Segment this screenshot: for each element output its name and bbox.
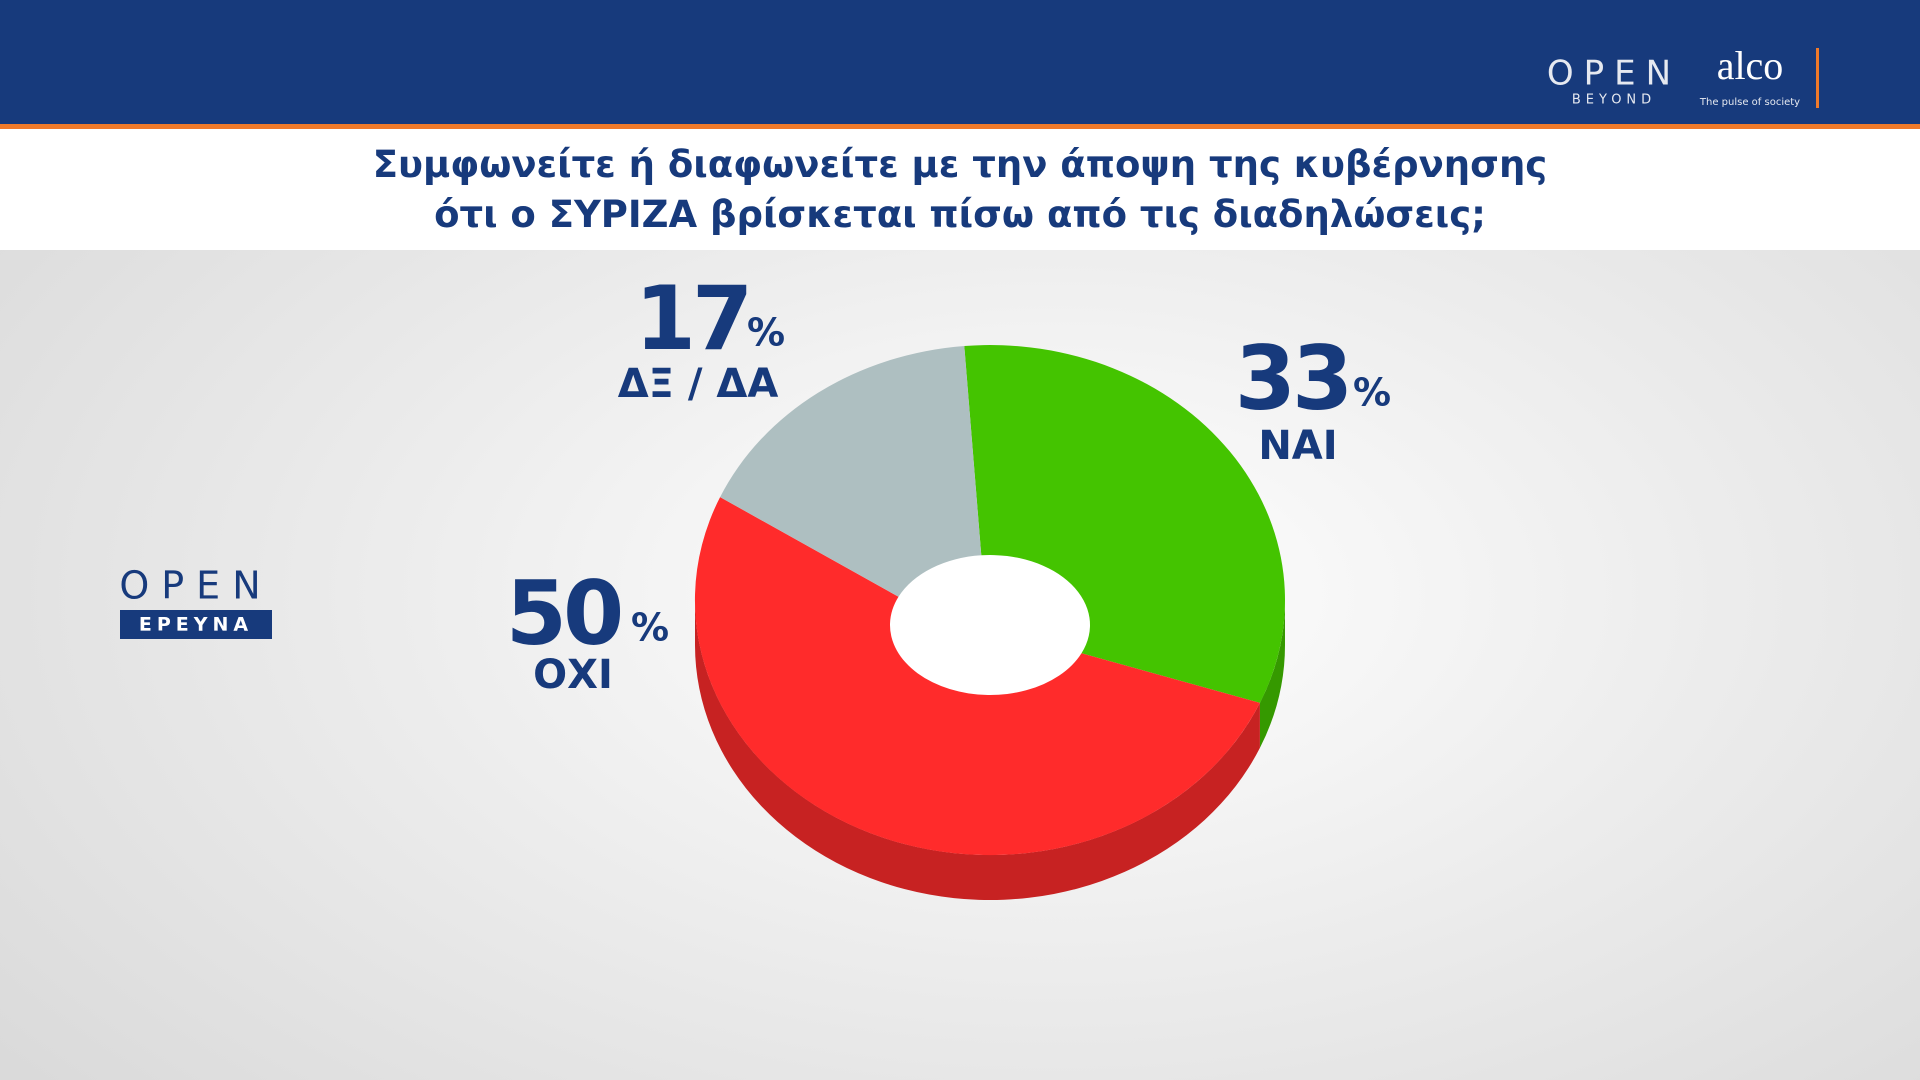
unit-label: % — [1353, 371, 1391, 415]
title-bar: Συμφωνείτε ή διαφωνείτε με την άποψη της… — [0, 129, 1920, 250]
slice-side — [695, 600, 1260, 900]
header-bar — [0, 0, 1920, 129]
logo-alco: alco — [1717, 43, 1784, 88]
logo-divider — [1816, 48, 1819, 108]
donut-hole — [890, 555, 1090, 695]
value-label: 50 — [506, 562, 621, 665]
logo-erevna: ΕΡΕΥΝΑ — [139, 614, 253, 636]
slice — [720, 345, 982, 597]
category-label: ΟΧΙ — [533, 652, 613, 698]
unit-label: % — [631, 606, 669, 650]
slice — [964, 345, 1285, 703]
logo-open: OPEN — [1547, 54, 1681, 94]
value-label: 33 — [1235, 327, 1349, 430]
chart-title: Συμφωνείτε ή διαφωνείτε με την άποψη της… — [372, 142, 1548, 236]
unit-label: % — [747, 311, 785, 355]
logo-beyond: BEYOND — [1572, 93, 1656, 108]
logo-box — [120, 610, 272, 639]
category-label: ΔΞ / ΔΑ — [618, 361, 779, 407]
value-label: 17 — [635, 267, 749, 370]
slice — [694, 497, 1260, 856]
category-label: ΝΑΙ — [1258, 423, 1337, 469]
logo-open-left: OPEN — [119, 564, 272, 608]
logo-tagline: The pulse of society — [1699, 97, 1800, 108]
slice-side — [1259, 600, 1285, 748]
